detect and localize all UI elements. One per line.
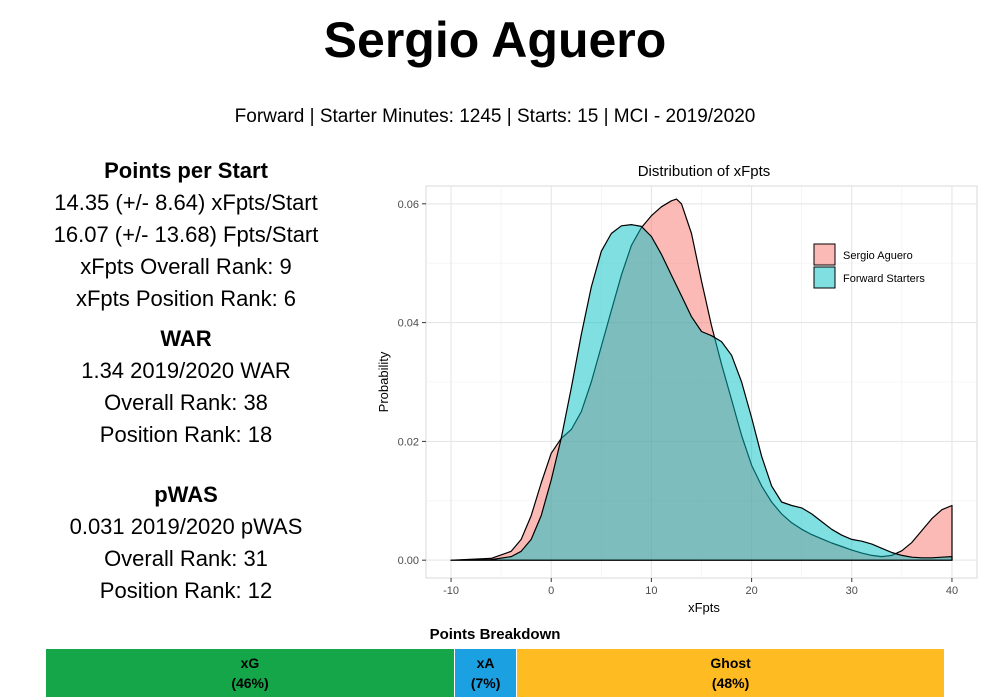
legend-swatch	[813, 243, 836, 266]
legend-label: Sergio Aguero	[843, 250, 913, 262]
player-name-title: Sergio Aguero	[323, 12, 667, 68]
breakdown-segment-percent: (7%)	[470, 675, 501, 691]
y-tick-label: 0.02	[398, 436, 419, 448]
y-tick-label: 0.06	[398, 199, 419, 211]
y-tick-label: 0.00	[398, 555, 419, 567]
war-value: 1.34 2019/2020 WAR	[81, 358, 291, 383]
xfpts-distribution-chart: -10 0 10 20 30 40 0.00 0.02 0.04 0.06 Sergio Aguer…	[372, 155, 990, 620]
war-overall-rank: Overall Rank: 38	[104, 390, 268, 415]
chart-legend: Sergio Aguero Forward Starters	[813, 243, 925, 289]
breakdown-segment-xg: xG (46%)	[46, 649, 455, 697]
x-tick-label: 20	[745, 585, 757, 597]
legend-label: Forward Starters	[843, 273, 925, 285]
pwas-overall-rank: Overall Rank: 31	[104, 546, 268, 571]
xfpts-overall-rank: xFpts Overall Rank: 9	[80, 254, 292, 279]
fpts-per-start: 16.07 (+/- 13.68) Fpts/Start	[53, 222, 319, 247]
stats-panel: Points per Start 14.35 (+/- 8.64) xFpts/…	[0, 155, 372, 607]
breakdown-segment-percent: (46%)	[231, 675, 269, 691]
density-area-forward-starters	[450, 224, 953, 561]
legend-swatch	[813, 266, 836, 289]
breakdown-segment-ghost: Ghost (48%)	[517, 649, 944, 697]
points-per-start-heading: Points per Start	[104, 158, 268, 183]
points-breakdown-bar: xG (46%) xA (7%) Ghost (48%)	[46, 649, 944, 697]
chart-title: Distribution of xFpts	[638, 163, 771, 180]
xfpts-position-rank: xFpts Position Rank: 6	[75, 286, 297, 311]
x-tick-label: 30	[846, 585, 858, 597]
points-breakdown-title: Points Breakdown	[429, 626, 561, 643]
x-tick-label: 40	[946, 585, 958, 597]
breakdown-segment-label: Ghost	[710, 655, 751, 671]
plot-area: -10 0 10 20 30 40 0.00 0.02 0.04 0.06 Sergio Aguer…	[398, 185, 978, 597]
x-tick-label: -10	[443, 585, 459, 597]
x-tick-label: 0	[548, 585, 554, 597]
y-tick-label: 0.04	[398, 318, 419, 330]
war-heading: WAR	[160, 326, 212, 351]
x-tick-label: 10	[645, 585, 657, 597]
breakdown-segment-label: xA	[476, 655, 495, 671]
pwas-heading: pWAS	[154, 482, 218, 507]
breakdown-segment-label: xG	[240, 655, 260, 671]
pwas-value: 0.031 2019/2020 pWAS	[69, 514, 303, 539]
x-axis-label: xFpts	[688, 600, 720, 615]
breakdown-segment-xa: xA (7%)	[454, 649, 518, 697]
pwas-position-rank: Position Rank: 12	[99, 578, 273, 603]
y-axis-label: Probability	[376, 351, 391, 412]
breakdown-segment-percent: (48%)	[711, 675, 750, 691]
war-position-rank: Position Rank: 18	[99, 422, 273, 447]
player-info-subtitle: Forward | Starter Minutes: 1245 | Starts…	[234, 106, 756, 127]
density-plot: -10 0 10 20 30 40 0.00 0.02 0.04 0.06 Sergio Aguer…	[376, 163, 978, 615]
xfpts-per-start: 14.35 (+/- 8.64) xFpts/Start	[54, 190, 318, 215]
